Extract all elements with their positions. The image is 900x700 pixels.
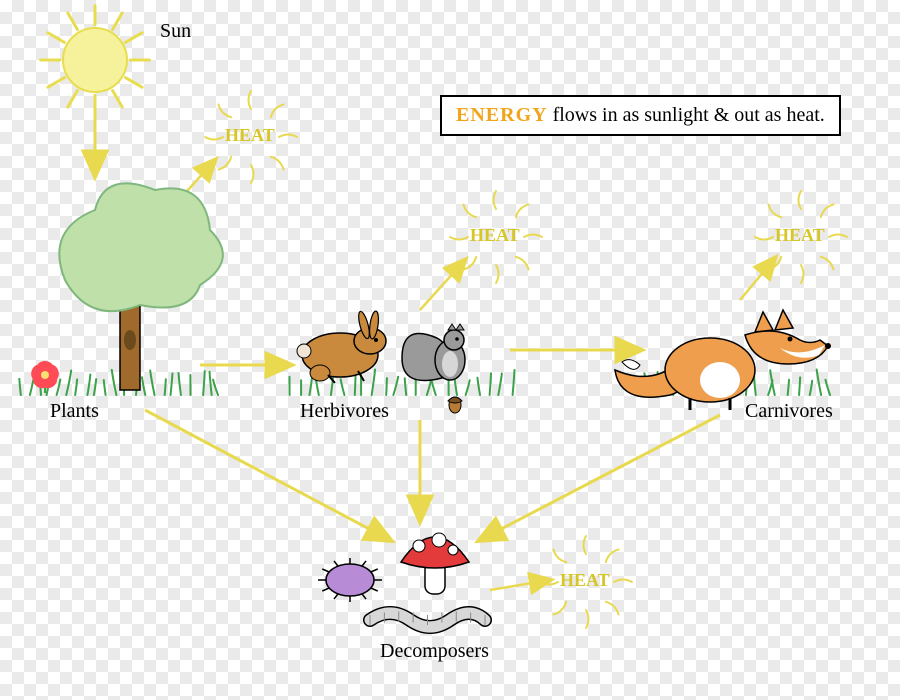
label-decomposers: Decomposers	[380, 640, 489, 663]
label-plants: Plants	[50, 400, 99, 423]
caption-box: ENERGY flows in as sunlight & out as hea…	[440, 95, 841, 136]
caption-energy-word: ENERGY	[456, 104, 548, 126]
heat-label-plants: HEAT	[225, 125, 275, 146]
caption-rest: flows in as sunlight & out as heat.	[548, 104, 825, 126]
label-herbivores: Herbivores	[300, 400, 389, 423]
heat-label-decomposers: HEAT	[560, 570, 610, 591]
label-sun: Sun	[160, 20, 191, 43]
heat-label-carnivores: HEAT	[775, 225, 825, 246]
heat-label-herbivores: HEAT	[470, 225, 520, 246]
label-carnivores: Carnivores	[745, 400, 833, 423]
